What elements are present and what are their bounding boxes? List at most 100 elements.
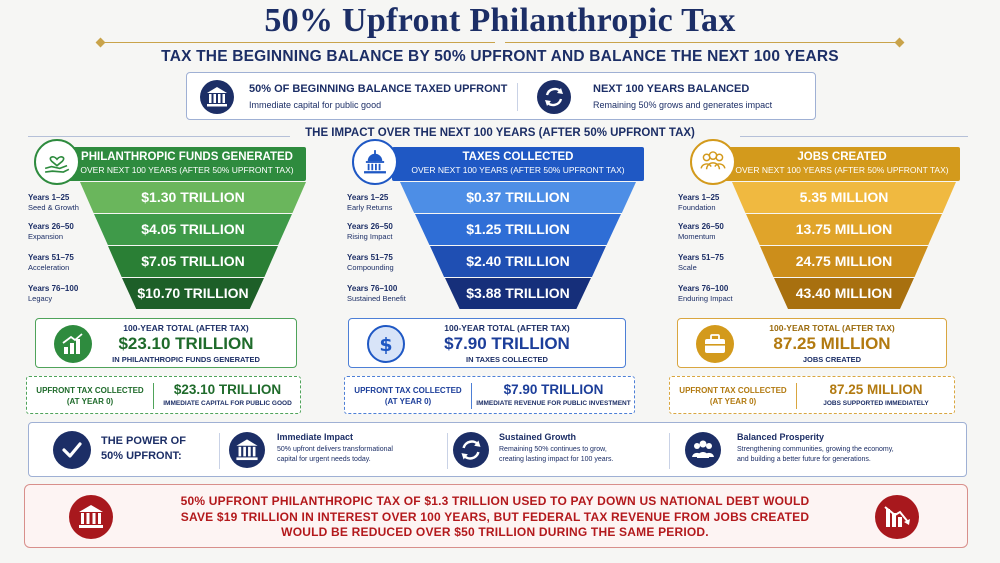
year-label: Years 76–100 Sustained Benefit: [347, 284, 406, 304]
impact-rule-right: [740, 136, 968, 137]
upfront-heading: 50% OF BEGINNING BALANCE TAXED UPFRONT: [249, 83, 508, 95]
power-box: THE POWER OF 50% UPFRONT: Immediate Impac…: [28, 422, 967, 477]
year-desc: Momentum: [678, 232, 716, 241]
year-label: Years 1–25 Foundation: [678, 193, 719, 213]
jobs-title: JOBS CREATED: [797, 151, 887, 163]
upfront-divider: [796, 383, 797, 409]
funnel-band: 24.75 MILLION: [760, 246, 928, 277]
power-divider: [669, 433, 670, 469]
title-rule-right: [505, 42, 900, 43]
band-value: 13.75 MILLION: [795, 221, 893, 237]
band-value: $10.70 TRILLION: [137, 285, 249, 301]
upfront-label-1: UPFRONT TAX COLLECTED: [36, 386, 144, 395]
band-value: 5.35 MILLION: [799, 189, 889, 205]
upfront-divider: [153, 383, 154, 409]
taxes-total-box: $ 100-YEAR TOTAL (AFTER TAX) $7.90 TRILL…: [348, 318, 626, 368]
taxes-upfront-box: UPFRONT TAX COLLECTED (AT YEAR 0) $7.90 T…: [344, 376, 635, 414]
upfront-label-2: (AT YEAR 0): [384, 397, 432, 406]
band-value: $1.25 TRILLION: [466, 221, 570, 237]
year-desc: Acceleration: [28, 263, 70, 272]
summary-box: 50% OF BEGINNING BALANCE TAXED UPFRONT I…: [186, 72, 816, 120]
jobs-total-box: 100-YEAR TOTAL (AFTER TAX) 87.25 MILLION…: [677, 318, 947, 368]
summary-divider: [517, 83, 518, 111]
bank-icon: [200, 80, 234, 114]
year-range: Years 1–25: [678, 193, 720, 202]
year-label: Years 76–100 Enduring Impact: [678, 284, 733, 304]
year-range: Years 26–50: [347, 222, 393, 231]
total-label: 100-YEAR TOTAL (AFTER TAX): [769, 323, 895, 333]
upfront-label-1: UPFRONT TAX COLLECTED: [679, 386, 787, 395]
band-value: $7.05 TRILLION: [141, 253, 245, 269]
year-range: Years 1–25: [347, 193, 389, 202]
year-desc: Seed & Growth: [28, 203, 79, 212]
total-sub: JOBS CREATED: [802, 355, 862, 364]
year-desc: Expansion: [28, 232, 64, 241]
power-title: THE POWER OF 50% UPFRONT:: [101, 434, 186, 464]
dollar-coin-icon: $: [367, 325, 405, 363]
year-label: Years 1–25 Early Returns: [347, 193, 392, 213]
page-subtitle: TAX THE BEGINNING BALANCE BY 50% UPFRONT…: [161, 48, 839, 65]
philanthropic-upfront-box: UPFRONT TAX COLLECTED (AT YEAR 0) $23.10 …: [26, 376, 301, 414]
power-item-line: and building a better future for generat…: [737, 455, 871, 463]
page-title: 50% Upfront Philanthropic Tax: [264, 2, 736, 39]
upfront-sub: IMMEDIATE CAPITAL FOR PUBLIC GOOD: [163, 400, 292, 407]
power-item-line: capital for urgent needs today.: [277, 455, 371, 463]
jobs-header: JOBS CREATED OVER NEXT 100 YEARS (AFTER …: [724, 147, 960, 181]
year-range: Years 26–50: [28, 222, 74, 231]
upfront-label: UPFRONT TAX COLLECTED (AT YEAR 0): [27, 385, 153, 407]
heart-hand-icon: [34, 139, 80, 185]
impact-rule-left: [28, 136, 290, 137]
taxes-title: TAXES COLLECTED: [462, 151, 574, 163]
funnel-band: $0.37 TRILLION: [400, 182, 636, 213]
power-title-2: 50% UPFRONT:: [101, 450, 182, 462]
power-item-heading: Immediate Impact: [277, 432, 354, 442]
philanthropic-header: PHILANTHROPIC FUNDS GENERATED OVER NEXT …: [68, 147, 306, 181]
balanced-heading: NEXT 100 YEARS BALANCED: [593, 83, 750, 95]
year-desc: Early Returns: [347, 203, 393, 212]
upfront-value: $23.10 TRILLION: [173, 382, 282, 397]
band-value: 43.40 MILLION: [795, 285, 893, 301]
year-range: Years 51–75: [678, 253, 724, 262]
taxes-subtitle: OVER NEXT 100 YEARS (AFTER 50% UPFRONT T…: [411, 165, 625, 175]
year-range: Years 51–75: [347, 253, 393, 262]
funnel-band: $1.25 TRILLION: [415, 214, 621, 245]
year-label: Years 26–50 Momentum: [678, 222, 724, 242]
year-range: Years 76–100: [28, 284, 79, 293]
people-group-icon: [690, 139, 736, 185]
svg-text:$: $: [379, 334, 392, 356]
power-divider: [447, 433, 448, 469]
year-desc: Scale: [678, 263, 697, 272]
funnel-band: 13.75 MILLION: [746, 214, 942, 245]
year-range: Years 76–100: [347, 284, 398, 293]
cycle-arrows-icon: [537, 80, 571, 114]
band-value: $1.30 TRILLION: [141, 189, 245, 205]
total-value: 87.25 MILLION: [773, 334, 891, 353]
declining-chart-icon: [875, 495, 919, 539]
philanthropic-total-box: 100-YEAR TOTAL (AFTER TAX) $23.10 TRILLI…: [35, 318, 297, 368]
power-item-text: Strengthening communities, growing the e…: [737, 445, 894, 464]
year-label: Years 51–75 Scale: [678, 253, 724, 273]
upfront-label: UPFRONT TAX COLLECTED (AT YEAR 0): [345, 385, 471, 407]
band-value: $3.88 TRILLION: [466, 285, 570, 301]
year-label: Years 1–25 Seed & Growth: [28, 193, 79, 213]
funnel-band: $2.40 TRILLION: [430, 246, 606, 277]
band-value: $4.05 TRILLION: [141, 221, 245, 237]
year-range: Years 1–25: [28, 193, 70, 202]
year-range: Years 76–100: [678, 284, 729, 293]
total-sub: IN TAXES COLLECTED: [466, 355, 548, 364]
people-group-icon: [685, 432, 721, 468]
upfront-label-2: (AT YEAR 0): [709, 397, 757, 406]
total-value: $23.10 TRILLION: [118, 334, 254, 353]
power-item-line: 50% upfront delivers transformational: [277, 446, 393, 453]
taxes-header: TAXES COLLECTED OVER NEXT 100 YEARS (AFT…: [392, 147, 644, 181]
upfront-divider: [471, 383, 472, 409]
jobs-subtitle: OVER NEXT 100 YEARS (AFTER 50% UPFRONT T…: [735, 165, 949, 175]
upfront-sub: IMMEDIATE REVENUE FOR PUBLIC INVESTMENT: [476, 400, 631, 407]
year-range: Years 51–75: [28, 253, 74, 262]
upfront-label-2: (AT YEAR 0): [66, 397, 114, 406]
total-label: 100-YEAR TOTAL (AFTER TAX): [444, 323, 570, 333]
total-label: 100-YEAR TOTAL (AFTER TAX): [123, 323, 249, 333]
philanthropic-subtitle: OVER NEXT 100 YEARS (AFTER 50% UPFRONT T…: [80, 165, 294, 175]
year-desc: Foundation: [678, 203, 716, 212]
debt-note-text: 50% UPFRONT PHILANTHROPIC TAX OF $1.3 TR…: [125, 494, 865, 541]
